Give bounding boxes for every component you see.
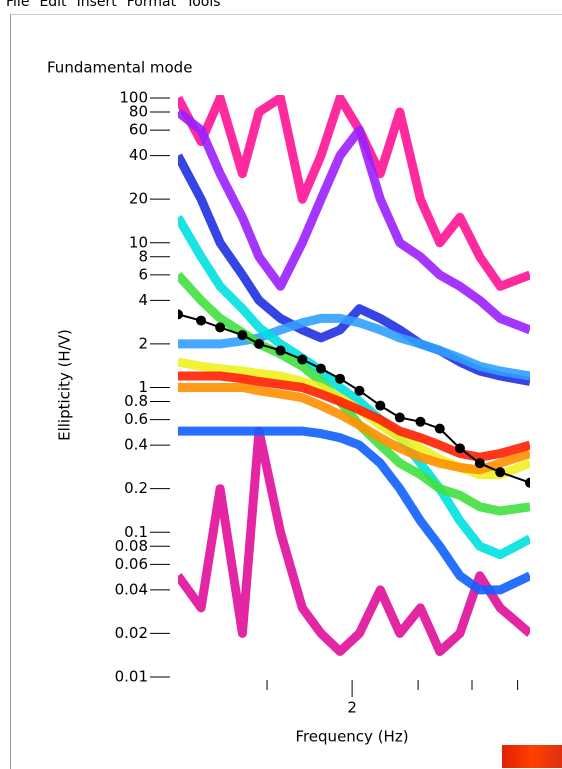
y-axis-label: Ellipticity (H/V) bbox=[56, 329, 74, 441]
y-tick-label: 100 bbox=[119, 89, 148, 107]
target-point bbox=[237, 330, 248, 341]
y-tick-label: 0.4 bbox=[124, 436, 148, 454]
ellipticity-curve bbox=[178, 313, 530, 381]
menu-item[interactable]: Tools bbox=[186, 0, 221, 10]
target-point bbox=[215, 322, 226, 333]
menu-item[interactable]: Format bbox=[126, 0, 177, 10]
curves bbox=[178, 95, 530, 656]
target-point bbox=[275, 345, 286, 356]
ellipticity-curve bbox=[178, 108, 530, 335]
target-point bbox=[525, 477, 530, 488]
y-tick-label: 60 bbox=[129, 121, 148, 139]
y-tick-label: 8 bbox=[138, 247, 148, 265]
target-point bbox=[196, 315, 207, 326]
y-tick-label: 6 bbox=[138, 265, 148, 283]
ellipticity-curve bbox=[178, 426, 530, 595]
ellipticity-curve bbox=[178, 95, 530, 291]
ellipticity-curve bbox=[178, 215, 530, 560]
ellipticity-curve bbox=[178, 371, 530, 462]
y-tick-label: 0.2 bbox=[124, 479, 148, 497]
y-tick-label: 0.01 bbox=[115, 668, 148, 686]
color-scale bbox=[502, 745, 562, 768]
y-tick-label: 0.8 bbox=[124, 392, 148, 410]
menu-bar: File Edit Insert Format Tools bbox=[0, 0, 225, 10]
y-tick-label: 0.02 bbox=[115, 624, 148, 642]
target-point bbox=[254, 338, 265, 349]
target-point bbox=[474, 458, 485, 469]
target-point bbox=[434, 423, 445, 434]
y-tick-label: 10 bbox=[129, 233, 148, 251]
x-axis-label: Frequency (Hz) bbox=[295, 728, 408, 746]
target-point bbox=[354, 385, 365, 396]
y-tick-label: 0.06 bbox=[115, 555, 148, 573]
plot-window bbox=[10, 14, 562, 769]
ellipticity-curve bbox=[178, 426, 530, 656]
target-point bbox=[335, 373, 346, 384]
y-tick-label: 0.1 bbox=[124, 523, 148, 541]
x-tick-label: 2 bbox=[347, 699, 357, 717]
chart-title: Fundamental mode bbox=[47, 59, 192, 77]
y-tick-label: 40 bbox=[129, 146, 148, 164]
target-point bbox=[495, 467, 506, 478]
y-tick-label: 0.6 bbox=[124, 410, 148, 428]
y-tick-label: 1 bbox=[138, 378, 148, 396]
target-point bbox=[375, 400, 386, 411]
y-tick-label: 4 bbox=[138, 291, 148, 309]
ellipticity-curve bbox=[178, 383, 530, 475]
menu-item[interactable]: File bbox=[6, 0, 30, 10]
y-tick-label: 20 bbox=[129, 190, 148, 208]
target-point bbox=[415, 416, 426, 427]
y-tick-label: 0.04 bbox=[115, 580, 148, 598]
target-point bbox=[315, 363, 326, 374]
y-tick-label: 80 bbox=[129, 103, 148, 121]
target-point bbox=[297, 354, 308, 365]
menu-item[interactable]: Edit bbox=[39, 0, 67, 10]
y-tick-label: 0.08 bbox=[115, 537, 148, 555]
target-point bbox=[178, 309, 183, 320]
menu-item[interactable]: Insert bbox=[76, 0, 117, 10]
target-point bbox=[394, 412, 405, 423]
ellipticity-curve bbox=[178, 271, 530, 516]
y-tick-label: 2 bbox=[138, 334, 148, 352]
target-point bbox=[454, 443, 465, 454]
